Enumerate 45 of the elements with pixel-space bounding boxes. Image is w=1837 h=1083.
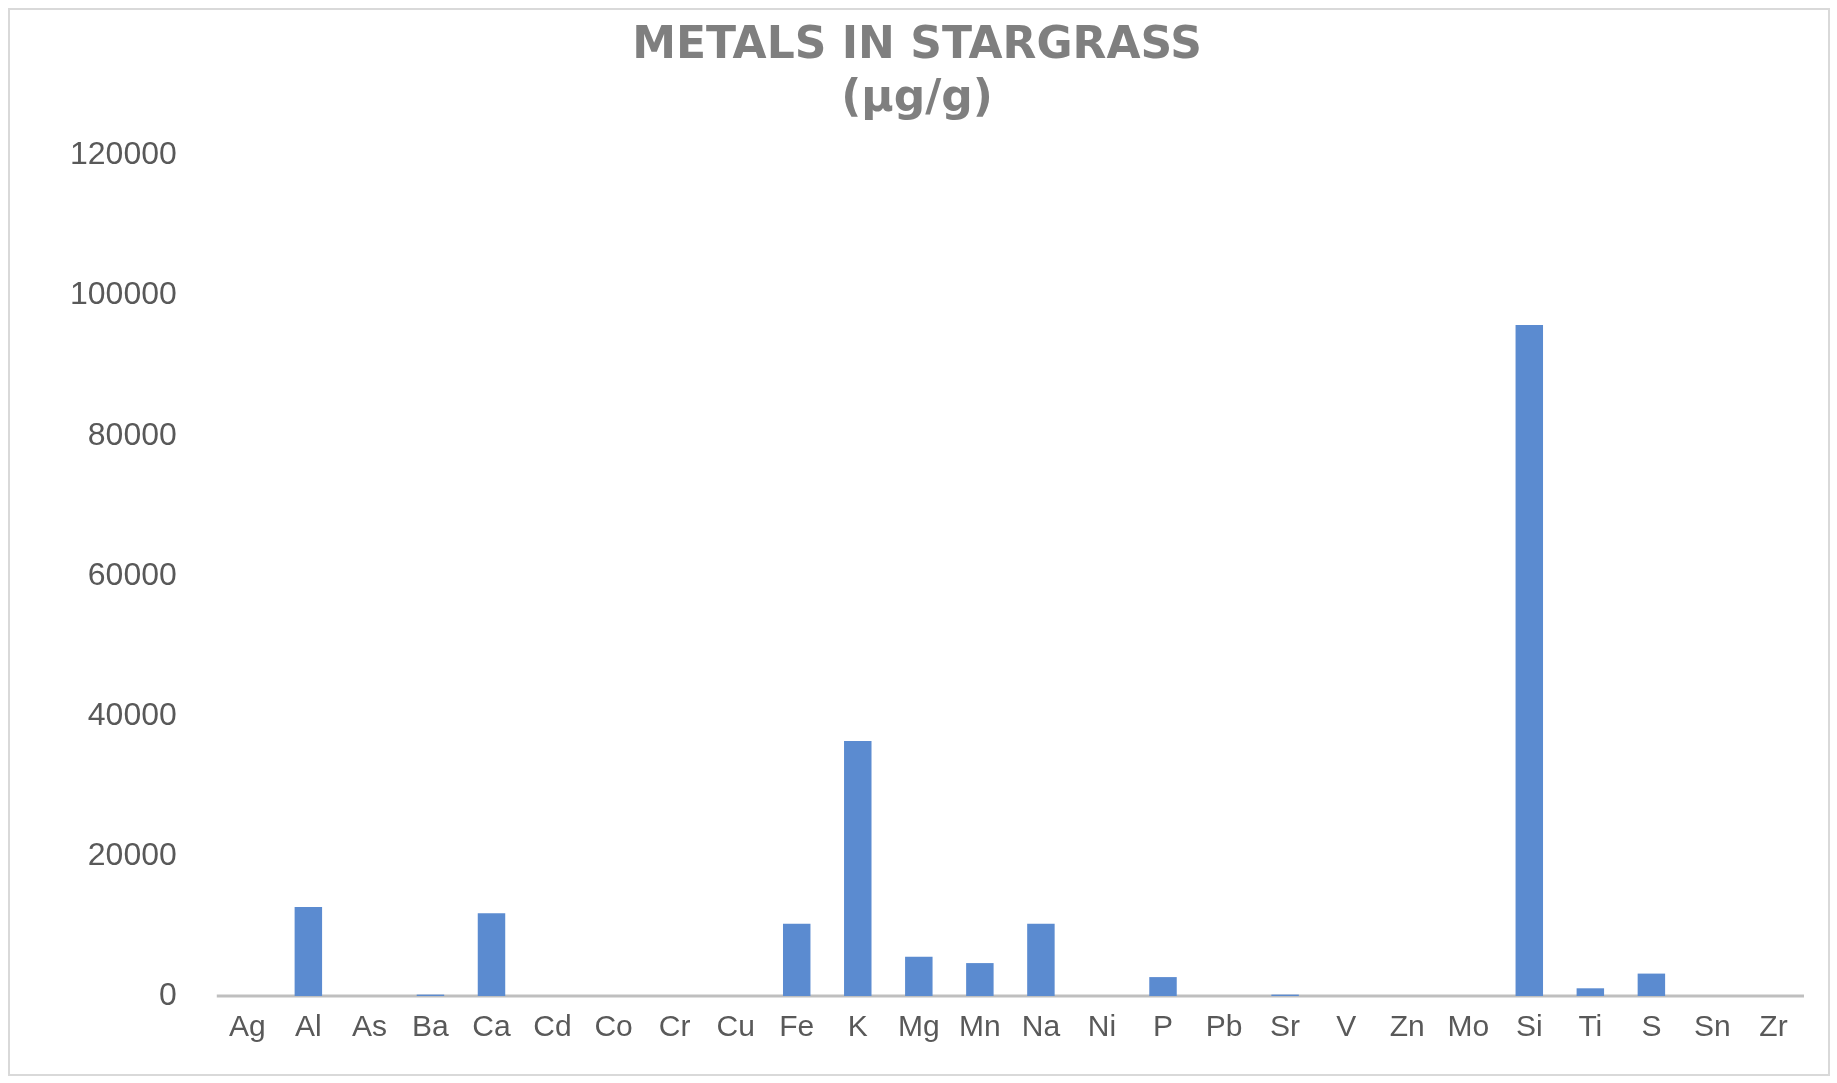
bar <box>1515 325 1544 996</box>
x-tick-label: As <box>351 1009 387 1043</box>
y-tick-label: 80000 <box>87 415 177 452</box>
y-tick-label: 40000 <box>87 695 177 732</box>
bar <box>477 913 506 996</box>
x-tick-label: Cd <box>533 1009 572 1043</box>
x-tick-label: Mg <box>897 1009 940 1043</box>
x-tick-label: P <box>1153 1009 1174 1043</box>
chart-title: METALS IN STARGRASS (µg/g) <box>632 16 1202 121</box>
bar <box>844 741 872 996</box>
x-tick-label: Zr <box>1759 1009 1788 1043</box>
x-tick-label: Al <box>295 1009 322 1043</box>
x-tick-label: Zn <box>1389 1009 1425 1043</box>
x-tick-label: Fe <box>779 1009 815 1043</box>
bar <box>905 956 933 996</box>
y-tick-label: 100000 <box>70 275 177 312</box>
x-tick-label: Mn <box>959 1009 1001 1043</box>
x-tick-label: Ti <box>1578 1009 1603 1043</box>
bar <box>1027 923 1055 996</box>
bar <box>1637 973 1666 996</box>
x-tick-label: Pb <box>1205 1009 1243 1043</box>
bar <box>1576 988 1605 996</box>
x-tick-label: Cu <box>716 1009 755 1043</box>
bar <box>1149 977 1177 996</box>
x-tick-label: Mo <box>1447 1009 1490 1043</box>
x-tick-label: Ni <box>1087 1009 1117 1043</box>
x-tick-label: Ca <box>472 1009 511 1043</box>
y-tick-label: 20000 <box>87 835 177 872</box>
x-tick-label: Ag <box>228 1009 266 1043</box>
x-tick-label: V <box>1336 1009 1357 1043</box>
x-tick-label: Sr <box>1270 1009 1301 1043</box>
x-tick-label: Si <box>1515 1009 1543 1043</box>
x-tick-label: Sn <box>1694 1009 1731 1043</box>
y-tick-label: 120000 <box>70 135 177 172</box>
x-tick-label: S <box>1641 1009 1662 1043</box>
x-tick-label: Cr <box>658 1009 691 1043</box>
bar <box>782 923 811 996</box>
x-tick-label: Ba <box>412 1009 450 1043</box>
x-tick-label: Na <box>1021 1009 1061 1043</box>
bar <box>294 907 323 996</box>
y-tick-label: 0 <box>158 975 177 1012</box>
x-tick-label: Co <box>594 1009 633 1043</box>
y-tick-label: 60000 <box>87 555 177 592</box>
x-tick-label: K <box>847 1009 868 1043</box>
bar <box>966 963 994 996</box>
